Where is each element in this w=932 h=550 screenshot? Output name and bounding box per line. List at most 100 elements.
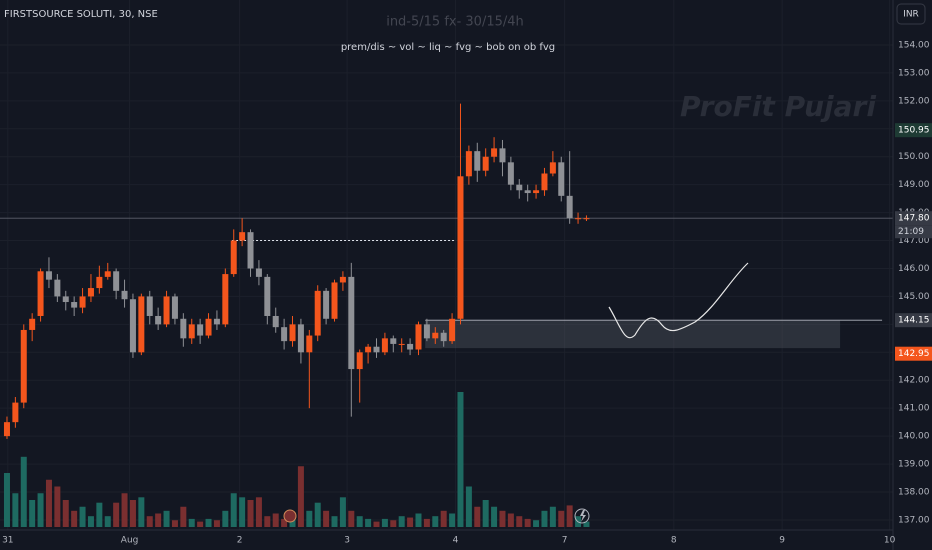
candle-body (398, 343, 405, 345)
volume-bar (113, 502, 120, 527)
price-label: 142.95 (898, 349, 930, 359)
candle-body (549, 162, 556, 174)
candle-body (54, 279, 61, 297)
volume-bar (465, 486, 472, 527)
volume-bar (356, 516, 363, 527)
grid (0, 0, 893, 530)
volume-bar (541, 510, 548, 527)
candle-body (474, 151, 481, 171)
candle-body (465, 151, 472, 177)
volume-bar (129, 500, 136, 527)
candle-body (255, 268, 262, 277)
candle-body (205, 318, 212, 336)
candle-body (407, 343, 414, 350)
candle-body (390, 338, 397, 344)
candle-body (516, 184, 523, 191)
volume-bar (423, 518, 430, 527)
y-tick-label: 138.00 (898, 488, 930, 498)
candle-body (381, 338, 388, 353)
y-tick-label: 153.00 (898, 68, 930, 78)
volume-bar (171, 520, 178, 527)
candle-body (171, 296, 178, 319)
candle-body (62, 296, 69, 303)
x-tick-label: 10 (884, 536, 896, 546)
volume-bar (281, 518, 288, 527)
candle-body (146, 296, 153, 316)
currency[interactable]: INR (903, 10, 919, 20)
candle-body (71, 302, 78, 308)
volume-bar (516, 516, 523, 527)
price-label-bg (895, 211, 932, 226)
volume-bar (432, 516, 439, 527)
y-tick-label: 145.00 (898, 292, 930, 302)
candle-body (348, 276, 355, 370)
candle-body (524, 190, 531, 194)
candle-body (297, 324, 304, 353)
volume-bar (474, 506, 481, 527)
volume-bar (566, 505, 573, 527)
zone (425, 320, 841, 349)
x-tick-label: 2 (237, 536, 243, 546)
alert-icon[interactable] (574, 508, 590, 524)
candle-body (365, 346, 372, 353)
volume-bar (339, 497, 346, 527)
x-tick-label: 9 (779, 536, 785, 546)
candle-body (432, 332, 439, 339)
volume-bar (197, 521, 204, 527)
volume-bar (558, 510, 565, 527)
volume-bar (239, 497, 246, 527)
candle-body (541, 173, 548, 191)
volume-bar (163, 510, 170, 527)
volume-bar (37, 493, 44, 527)
candle-body (113, 271, 120, 291)
volume-bar (390, 520, 397, 527)
candle-body (96, 276, 103, 289)
candle-body (558, 162, 565, 196)
candle-body (339, 276, 346, 283)
candle-body (129, 299, 136, 353)
volume-bar (29, 500, 36, 527)
volume-bar (289, 518, 296, 527)
volume-bar (222, 510, 229, 527)
candle-body (373, 346, 380, 353)
x-tick-label: 4 (453, 536, 459, 546)
candle-body (566, 195, 573, 219)
volume-bar (146, 516, 153, 527)
candle-body (314, 290, 321, 336)
volume-bar (314, 502, 321, 527)
y-tick-label: 137.00 (898, 515, 930, 525)
currency-button[interactable] (896, 3, 926, 25)
bolt (580, 510, 586, 522)
candle-body (222, 274, 229, 325)
candle-body (323, 290, 330, 319)
candle-body (499, 148, 506, 163)
volume-bar (533, 520, 540, 527)
volume-bar (230, 493, 237, 527)
candle-body (104, 271, 111, 277)
indicator-title: ind-5/15 fx- 30/15/4h (386, 15, 524, 30)
volume-bar (499, 510, 506, 527)
earnings-marker[interactable] (283, 509, 297, 523)
candle-body (264, 276, 271, 316)
volume-bar (54, 486, 61, 527)
volume-bar (87, 516, 94, 527)
volume-bar (3, 473, 10, 527)
candle-body (3, 422, 10, 437)
volume-bar (71, 510, 78, 527)
volume (3, 392, 590, 527)
x-tick-label: 8 (671, 536, 677, 546)
candle-body (272, 315, 279, 328)
volume-bar (440, 510, 447, 527)
candle-body (491, 148, 498, 157)
volume-bar (247, 500, 254, 527)
volume-bar (155, 513, 162, 527)
drawn-curve (608, 262, 749, 339)
price-label-bg (895, 313, 932, 328)
countdown: 21:09 (898, 227, 924, 237)
candle-body (138, 296, 145, 353)
volume-bar (306, 510, 313, 527)
candle-body (79, 296, 86, 308)
candle-body (507, 162, 514, 185)
